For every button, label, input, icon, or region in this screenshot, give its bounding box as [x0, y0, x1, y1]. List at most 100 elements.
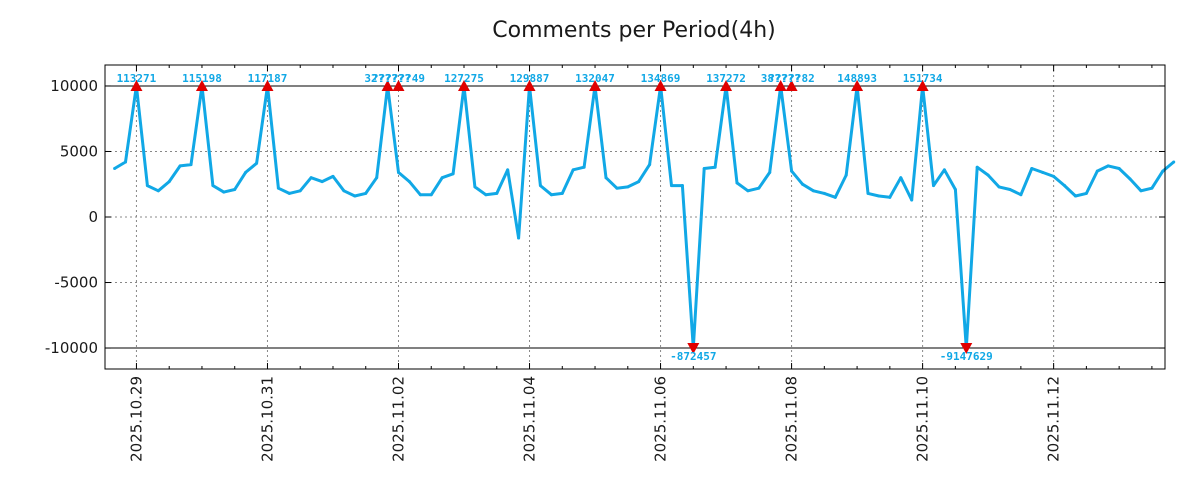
data-point	[560, 191, 564, 195]
x-tick-label: 2025.10.29	[127, 376, 145, 462]
data-point	[1161, 169, 1165, 173]
data-point	[222, 190, 226, 194]
data-point	[320, 180, 324, 184]
data-point	[899, 176, 903, 180]
data-point	[1139, 189, 1143, 193]
data-point	[276, 186, 280, 190]
data-point	[287, 191, 291, 195]
data-point	[331, 174, 335, 178]
x-tick-label: 2025.10.31	[258, 376, 276, 462]
grid	[105, 65, 1165, 369]
data-point	[1106, 164, 1110, 168]
clip-marker-up	[130, 79, 143, 91]
clip-value-label: 115198	[182, 72, 222, 85]
axis-ticks: 10000 5000 0 -5000 -10000 2025.10.29 2025.10.3…	[45, 65, 1165, 462]
data-point	[790, 169, 794, 173]
data-point	[1041, 170, 1045, 174]
data-point	[506, 168, 510, 172]
data-point	[124, 160, 128, 164]
data-point	[517, 236, 521, 240]
data-point	[156, 189, 160, 193]
clip-marker-down	[687, 343, 700, 355]
clip-marker-up	[654, 79, 667, 91]
data-point	[549, 193, 553, 197]
data-point	[1052, 174, 1056, 178]
x-tick-label: 2025.11.04	[521, 376, 539, 462]
data-point	[713, 165, 717, 169]
data-point	[866, 191, 870, 195]
series-line-layer	[113, 84, 1176, 350]
data-point	[353, 194, 357, 198]
clip-marker-down	[960, 343, 973, 355]
data-point	[615, 186, 619, 190]
data-point	[178, 164, 182, 168]
data-point	[495, 191, 499, 195]
clip-value-label: ??????49	[372, 72, 425, 85]
data-point	[648, 163, 652, 167]
data-point	[604, 176, 608, 180]
data-point	[1030, 167, 1034, 171]
threshold-lines	[105, 85, 1165, 349]
data-point	[986, 173, 990, 177]
y-tick-label: 10000	[50, 77, 98, 95]
data-point	[702, 167, 706, 171]
data-point	[822, 191, 826, 195]
data-point	[735, 181, 739, 185]
series-line	[113, 84, 1175, 350]
data-point	[571, 168, 575, 172]
x-tick-label: 2025.11.02	[389, 376, 407, 462]
clip-marker-up	[774, 79, 787, 91]
data-point	[375, 176, 379, 180]
clip-marker-up	[392, 79, 405, 91]
data-point	[309, 176, 313, 180]
data-point	[746, 189, 750, 193]
clip-marker-up	[458, 79, 471, 91]
data-point	[975, 165, 979, 169]
data-point	[1172, 160, 1176, 164]
data-point	[1084, 191, 1088, 195]
clip-marker-up	[851, 79, 864, 91]
data-point	[680, 184, 684, 188]
x-tick-label: 2025.11.08	[783, 376, 801, 462]
x-tick-label: 2025.11.12	[1045, 376, 1063, 462]
data-point	[910, 198, 914, 202]
data-point	[1095, 169, 1099, 173]
clip-marker-up	[261, 79, 274, 91]
data-point	[997, 185, 1001, 189]
clip-value-label: 137272	[706, 72, 746, 85]
data-point	[626, 185, 630, 189]
clip-value-label: 129887	[510, 72, 550, 85]
data-point	[953, 187, 957, 191]
clip-marker-up	[589, 79, 602, 91]
data-point	[538, 184, 542, 188]
clip-value-label: 134869	[641, 72, 681, 85]
data-point	[942, 168, 946, 172]
data-point	[757, 186, 761, 190]
clip-labels: 113271 115198 117187 32???????????49 127275 1…	[117, 72, 993, 363]
data-point	[582, 165, 586, 169]
x-tick-label: 2025.11.10	[914, 376, 932, 462]
clip-value-label: 127275	[444, 72, 484, 85]
clip-value-label: ?????82	[768, 72, 814, 85]
data-point	[211, 184, 215, 188]
data-point	[440, 176, 444, 180]
clip-value-label: 132047	[575, 72, 615, 85]
data-point	[189, 163, 193, 167]
clip-markers	[130, 79, 973, 355]
data-point	[484, 193, 488, 197]
clip-value-label: 148893	[837, 72, 877, 85]
clip-value-label: 151734	[903, 72, 943, 85]
clip-value-label: -872457	[670, 350, 716, 363]
chart-title: Comments per Period(4h)	[492, 18, 776, 43]
data-point	[1063, 184, 1067, 188]
data-point	[888, 195, 892, 199]
clip-marker-up	[195, 79, 208, 91]
clip-marker-up	[785, 79, 798, 91]
data-point	[833, 195, 837, 199]
data-point	[1117, 167, 1121, 171]
data-point	[811, 189, 815, 193]
clip-value-label: 117187	[248, 72, 288, 85]
data-point	[396, 170, 400, 174]
clip-value-label: 113271	[117, 72, 157, 85]
